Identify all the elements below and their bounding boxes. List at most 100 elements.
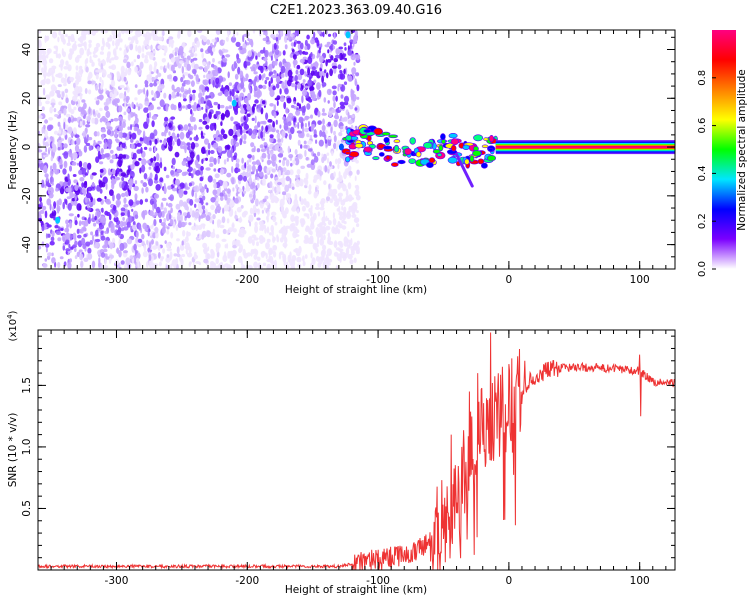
heat-cell xyxy=(55,90,61,94)
heat-cell xyxy=(235,41,241,48)
heat-cell xyxy=(165,242,172,249)
heat-cell xyxy=(393,144,400,153)
heat-cell xyxy=(321,156,325,164)
heat-cell xyxy=(68,213,74,217)
heat-cell xyxy=(294,75,298,82)
heat-cell xyxy=(123,250,128,254)
heat-cell xyxy=(319,69,323,77)
heat-cell xyxy=(235,162,240,169)
heat-cell xyxy=(141,241,145,247)
heat-cell xyxy=(315,203,320,207)
heat-cell xyxy=(316,39,320,47)
heat-cell xyxy=(282,157,287,161)
heat-cell xyxy=(207,45,213,54)
heat-cell xyxy=(187,145,191,151)
heat-cell xyxy=(44,184,47,189)
heat-cell xyxy=(123,76,127,82)
heat-cell xyxy=(118,116,123,122)
heat-cell xyxy=(213,189,217,196)
heat-cell xyxy=(93,222,97,227)
heat-cell xyxy=(205,202,209,206)
heat-cell xyxy=(282,253,287,260)
heat-cell xyxy=(118,249,122,258)
heat-cell xyxy=(73,106,77,111)
heat-cell xyxy=(54,114,59,117)
heat-cell xyxy=(101,216,107,224)
heat-cell xyxy=(447,156,458,164)
heat-cell xyxy=(315,255,320,262)
heat-cell xyxy=(207,70,211,75)
heat-cell xyxy=(41,152,47,156)
heat-cell xyxy=(229,90,232,97)
heat-cell xyxy=(354,241,357,249)
heat-cell xyxy=(227,71,230,79)
heat-cell xyxy=(254,125,258,130)
heat-cell xyxy=(121,227,125,232)
heat-cell xyxy=(292,54,297,60)
heat-cell xyxy=(167,62,170,69)
heat-cell xyxy=(159,139,163,143)
heat-cell xyxy=(241,123,244,127)
heat-cell xyxy=(142,250,148,258)
heat-cell xyxy=(293,41,296,48)
heat-cell xyxy=(174,135,178,143)
heat-cell xyxy=(288,154,294,159)
heat-cell xyxy=(279,95,285,102)
heat-cell xyxy=(141,158,147,166)
heat-cell xyxy=(337,85,340,92)
heat-cell xyxy=(52,162,57,171)
heat-cell xyxy=(347,231,350,238)
heat-cell xyxy=(251,161,257,166)
heat-cell xyxy=(55,53,59,59)
heat-cell xyxy=(244,162,247,169)
heat-cell xyxy=(91,80,96,85)
heat-cell xyxy=(150,44,153,51)
heat-cell xyxy=(123,111,127,116)
heat-cell xyxy=(224,109,230,118)
heat-cell xyxy=(166,229,170,235)
heat-cell xyxy=(159,65,163,70)
heat-cell xyxy=(63,77,67,85)
heat-cell xyxy=(355,250,360,255)
heat-cell xyxy=(223,251,227,258)
heat-cell xyxy=(319,200,325,205)
heat-cell xyxy=(313,155,319,163)
heat-cell xyxy=(182,105,186,109)
heat-cell xyxy=(79,253,84,261)
heat-cell xyxy=(111,154,116,160)
heat-cell xyxy=(310,216,315,224)
heat-cell xyxy=(57,110,62,115)
heat-cell xyxy=(47,233,51,238)
heat-cell xyxy=(149,82,154,88)
heat-cell xyxy=(239,70,244,79)
heat-cell xyxy=(143,244,147,252)
heat-cell xyxy=(112,194,115,202)
heat-cell xyxy=(136,30,142,38)
heat-cell xyxy=(285,133,288,139)
snr-background xyxy=(38,330,675,570)
heat-cell xyxy=(86,48,90,57)
heat-cell xyxy=(141,53,145,59)
heat-cell xyxy=(174,51,177,57)
heat-cell xyxy=(223,159,227,165)
heat-cell xyxy=(42,70,47,78)
heat-cell xyxy=(335,264,339,269)
heat-cell xyxy=(272,43,275,52)
heat-cell xyxy=(262,120,267,125)
heat-cell xyxy=(202,120,208,125)
heat-cell xyxy=(88,43,92,48)
heat-cell xyxy=(227,95,232,102)
heat-cell xyxy=(110,226,115,233)
heat-cell xyxy=(331,85,337,90)
heat-cell xyxy=(150,157,154,163)
heat-cell xyxy=(322,108,325,113)
heat-cell xyxy=(143,58,149,64)
heat-cell xyxy=(153,202,157,210)
heat-cell xyxy=(288,36,293,40)
heat-cell xyxy=(341,205,344,211)
heat-cell xyxy=(304,71,307,77)
heat-cell xyxy=(136,102,139,108)
heat-cell xyxy=(126,61,131,69)
